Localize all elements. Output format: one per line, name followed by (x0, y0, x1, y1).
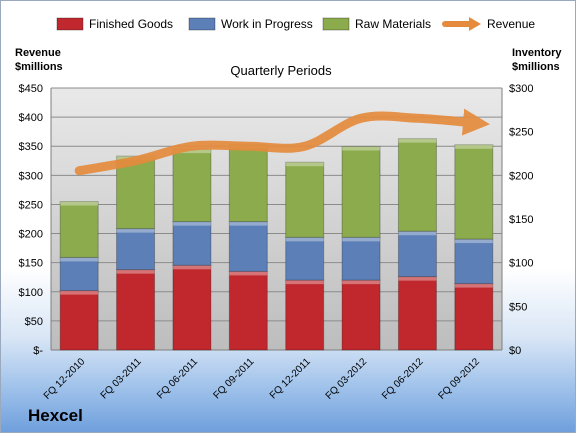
bar-segment-highlight (60, 290, 99, 295)
bar-segment-highlight (398, 231, 437, 236)
bar-segment-highlight (342, 146, 381, 151)
bar-segment-highlight (229, 271, 268, 276)
left-axis-title: Revenue $millions (15, 47, 63, 73)
bar-segment-finished-goods (228, 270, 268, 351)
bar-segment-highlight (285, 162, 324, 167)
bar-segment-finished-goods (454, 283, 494, 351)
left-tick-label: $100 (19, 287, 43, 299)
left-tick-label: $350 (19, 141, 43, 153)
legend-label: Revenue (487, 17, 535, 31)
x-tick-label: FQ 12-2011 (268, 356, 313, 401)
left-tick-label: $50 (25, 316, 43, 328)
legend-swatch (56, 17, 84, 31)
bar-segment-raw-materials (341, 146, 381, 238)
left-tick-label: $250 (19, 199, 43, 211)
left-tick-label: $450 (19, 83, 43, 95)
bar-segment-highlight (285, 237, 324, 242)
bar-segment-work-in-progress (172, 221, 212, 266)
bar-segment-finished-goods (116, 269, 156, 351)
right-tick-label: $0 (509, 345, 521, 357)
x-tick-label: FQ 06-2012 (380, 356, 426, 402)
revenue-line (74, 108, 490, 176)
bar-segment-raw-materials (454, 144, 494, 240)
bar-segment-highlight (398, 276, 437, 281)
legend-swatch (322, 17, 350, 31)
bar-segment-raw-materials (59, 201, 99, 258)
bar-segment-finished-goods (172, 264, 212, 351)
legend-label: Raw Materials (355, 17, 431, 31)
bar-segment-highlight (116, 269, 155, 274)
x-tick-label: FQ 03-2011 (99, 356, 144, 401)
legend-swatch (188, 17, 216, 31)
left-axis-ticks: $- $50 $100 $150 $200 $250 $300 $350 $400 $450 (19, 83, 44, 357)
bar-segment-highlight (342, 280, 381, 285)
bar-segment-work-in-progress (59, 256, 99, 292)
right-tick-label: $100 (509, 258, 533, 270)
bar-segment-work-in-progress (116, 228, 156, 271)
bar-segment-work-in-progress (285, 236, 325, 281)
bar-segment-work-in-progress (454, 238, 494, 285)
bar-segment-highlight (172, 149, 211, 154)
right-axis-ticks: $0 $50 $100 $150 $200 $250 $300 (509, 83, 533, 357)
chart-title: Quarterly Periods (230, 63, 332, 78)
bar-segment-finished-goods (341, 279, 381, 351)
bar-segment-work-in-progress (397, 230, 437, 278)
left-tick-label: $- (33, 345, 43, 357)
bar-segment-raw-materials (397, 138, 437, 232)
left-tick-label: $200 (19, 229, 43, 241)
x-tick-label: FQ 03-2012 (324, 356, 370, 402)
bar-segment-highlight (60, 201, 99, 206)
right-axis-title: Inventory $millions (512, 47, 562, 73)
x-tick-label: FQ 09-2012 (436, 356, 482, 402)
bar-segment-highlight (285, 280, 324, 285)
right-tick-label: $250 (509, 127, 533, 139)
bar-segment-highlight (398, 138, 437, 143)
left-tick-label: $300 (19, 170, 43, 182)
bar-segment-finished-goods (59, 290, 99, 351)
left-tick-label: $150 (19, 258, 43, 270)
right-tick-label: $300 (509, 83, 533, 95)
x-tick-label: FQ 06-2011 (155, 356, 200, 401)
bar-segment-raw-materials (228, 144, 268, 223)
bar-segment-raw-materials (116, 155, 156, 230)
bar-segment-highlight (60, 257, 99, 262)
bar-segment-work-in-progress (228, 221, 268, 272)
bars-group (59, 138, 494, 351)
bar-segment-highlight (172, 265, 211, 270)
revenue-line-group (74, 108, 490, 176)
legend-revenue-arrow (469, 17, 481, 31)
bar-segment-raw-materials (285, 161, 325, 238)
x-tick-label: FQ 09-2011 (211, 356, 256, 401)
bar-segment-highlight (172, 221, 211, 226)
bar-segment-finished-goods (285, 279, 325, 351)
x-axis-ticks: FQ 12-2010 FQ 03-2011 FQ 06-2011 FQ 09-2011… (42, 356, 482, 402)
bar-segment-highlight (454, 283, 493, 288)
bar-segment-finished-goods (397, 276, 437, 351)
x-tick-label: FQ 12-2010 (42, 356, 88, 402)
bar-segment-highlight (454, 144, 493, 149)
bar-segment-highlight (454, 239, 493, 244)
legend-label: Work in Progress (221, 17, 313, 31)
right-tick-label: $50 (509, 301, 527, 313)
legend: Finished Goods Work in Progress Raw Materi… (56, 17, 535, 31)
legend-label: Finished Goods (89, 17, 173, 31)
right-tick-label: $150 (509, 214, 533, 226)
left-tick-label: $400 (19, 112, 43, 124)
right-tick-label: $200 (509, 170, 533, 182)
bar-segment-highlight (342, 237, 381, 242)
bar-segment-highlight (229, 221, 268, 226)
bar-segment-raw-materials (172, 148, 212, 223)
company-name: Hexcel (28, 406, 83, 425)
bar-segment-work-in-progress (341, 236, 381, 281)
bar-segment-highlight (116, 228, 155, 233)
